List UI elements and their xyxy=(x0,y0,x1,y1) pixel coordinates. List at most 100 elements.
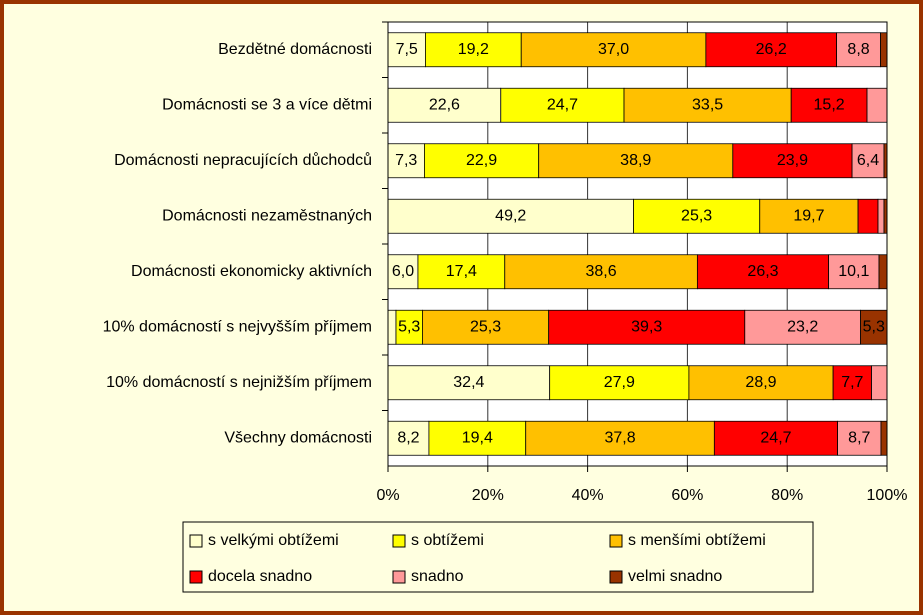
y-tick-label: Bezdětné domácnosti xyxy=(218,41,372,58)
bar-segment xyxy=(504,254,698,290)
bar-segment xyxy=(425,32,522,68)
bar-segment xyxy=(832,365,872,401)
bar-segment xyxy=(732,143,853,179)
x-tick-label: 80% xyxy=(771,487,803,504)
value-label: 25,3 xyxy=(470,318,501,335)
bar-segment xyxy=(836,32,881,68)
bar-segment xyxy=(877,198,885,234)
value-label: 24,7 xyxy=(760,429,791,446)
legend-swatch xyxy=(609,534,623,548)
value-label: 23,2 xyxy=(787,318,818,335)
legend-label: velmi snadno xyxy=(628,568,722,585)
value-label: 7,7 xyxy=(841,374,863,391)
value-label: 22,9 xyxy=(466,152,497,169)
legend-swatch xyxy=(189,534,203,548)
legend-label: s velkými obtížemi xyxy=(208,532,339,549)
legend-label: s menšími obtížemi xyxy=(628,532,766,549)
legend-label: snadno xyxy=(411,568,464,585)
y-tick-label: Domácnosti nepracujících důchodců xyxy=(114,151,372,169)
bar-segment xyxy=(828,254,880,290)
x-tick-label: 0% xyxy=(376,487,399,504)
value-label: 37,8 xyxy=(604,429,635,446)
bar-segment xyxy=(623,87,792,123)
bar-segment xyxy=(424,143,540,179)
x-tick-label: 40% xyxy=(572,487,604,504)
bar-segment xyxy=(428,420,527,456)
bar-segment xyxy=(387,254,419,290)
bar-segment xyxy=(790,87,868,123)
value-label: 7,3 xyxy=(395,152,417,169)
y-tick-label: 10% domácností s nejvyšším příjmem xyxy=(103,318,372,335)
bar-segment xyxy=(696,254,830,290)
legend-swatch xyxy=(392,534,406,548)
value-label: 33,5 xyxy=(692,96,723,113)
value-label: 32,4 xyxy=(453,374,484,391)
y-tick-label: 10% domácností s nejnižším příjmem xyxy=(106,374,372,391)
value-label: 5,3 xyxy=(863,318,885,335)
value-label: 37,0 xyxy=(598,41,629,58)
legend-label: s obtížemi xyxy=(411,532,484,549)
bar-segment xyxy=(525,420,715,456)
bar-segment xyxy=(744,309,861,345)
y-tick-label: Domácnosti ekonomicky aktivních xyxy=(131,263,372,280)
bar-segment xyxy=(759,198,859,234)
value-label: 27,9 xyxy=(604,374,635,391)
bar-segment xyxy=(705,32,838,68)
bar-segment xyxy=(500,87,625,123)
bar-segment xyxy=(857,198,879,234)
bar-segment xyxy=(520,32,707,68)
legend-label: docela snadno xyxy=(208,568,312,585)
value-label: 25,3 xyxy=(681,207,712,224)
plot-border xyxy=(387,21,888,467)
value-label: 38,6 xyxy=(586,263,617,280)
bar-segment xyxy=(549,365,690,401)
value-label: 26,3 xyxy=(747,263,778,280)
bar-segment xyxy=(878,254,888,290)
y-tick-label: Všechny domácnosti xyxy=(224,429,372,446)
value-label: 7,5 xyxy=(396,41,418,58)
bar-segment xyxy=(866,87,888,123)
value-label: 26,2 xyxy=(756,41,787,58)
x-tick-label: 60% xyxy=(671,487,703,504)
bar-segment xyxy=(387,32,426,68)
value-label: 17,4 xyxy=(446,263,477,280)
value-label: 28,9 xyxy=(745,374,776,391)
legend-swatch xyxy=(609,570,623,584)
bar-segment xyxy=(387,309,397,345)
y-tick-label: Domácnosti se 3 a více dětmi xyxy=(162,96,372,113)
bar-segment xyxy=(548,309,746,345)
value-label: 22,6 xyxy=(429,96,460,113)
bar-segment xyxy=(880,420,888,456)
value-label: 8,8 xyxy=(847,41,869,58)
value-label: 23,9 xyxy=(777,152,808,169)
bar-segment xyxy=(837,420,882,456)
value-label: 19,2 xyxy=(458,41,489,58)
value-label: 19,7 xyxy=(793,207,824,224)
x-tick-label: 20% xyxy=(472,487,504,504)
value-label: 8,2 xyxy=(397,429,419,446)
value-label: 49,2 xyxy=(495,207,526,224)
bar-segment xyxy=(871,365,888,401)
value-label: 19,4 xyxy=(462,429,493,446)
bar-segment xyxy=(633,198,761,234)
bar-segment xyxy=(860,309,888,345)
y-tick-label: Domácnosti nezaměstnaných xyxy=(162,207,372,224)
bar-segment xyxy=(395,309,423,345)
x-tick-label: 100% xyxy=(867,487,908,504)
bar-segment xyxy=(538,143,734,179)
value-label: 15,2 xyxy=(814,96,845,113)
value-label: 6,4 xyxy=(857,152,879,169)
value-label: 8,7 xyxy=(848,429,870,446)
value-label: 5,3 xyxy=(398,318,420,335)
bar-segment xyxy=(422,309,550,345)
value-label: 10,1 xyxy=(838,263,869,280)
bar-segment xyxy=(880,32,888,68)
bar-segment xyxy=(387,365,551,401)
legend xyxy=(182,521,814,593)
value-label: 24,7 xyxy=(547,96,578,113)
value-label: 39,3 xyxy=(631,318,662,335)
bar-segment xyxy=(851,143,885,179)
value-label: 38,9 xyxy=(620,152,651,169)
legend-swatch xyxy=(392,570,406,584)
